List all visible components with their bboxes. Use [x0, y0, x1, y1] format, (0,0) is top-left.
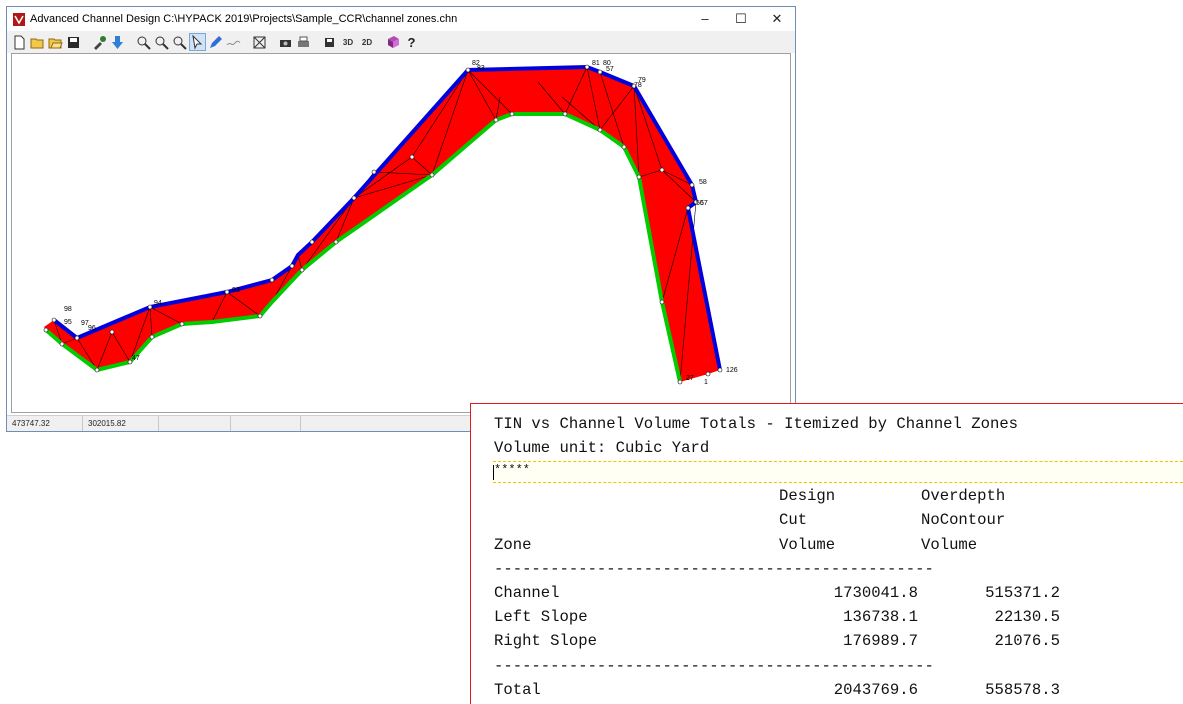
zoom-window-icon[interactable] — [171, 33, 188, 51]
vertex-markers — [43, 64, 723, 385]
save-view-icon[interactable] — [321, 33, 338, 51]
design-volume: 1730041.8 — [833, 584, 918, 602]
point-label: 98 — [64, 306, 72, 313]
header-zone: Zone — [494, 536, 532, 554]
current-line-highlight — [493, 461, 1183, 483]
maximize-button[interactable]: ☐ — [735, 11, 747, 26]
point-label: 57 — [606, 66, 614, 73]
window-title: Advanced Channel Design C:\HYPACK 2019\P… — [30, 13, 458, 25]
channel-map: 82 83 81 80 57 79 78 58 56 57 93 94 98 9… — [43, 60, 738, 386]
point-label: 81 — [592, 60, 600, 67]
3d-view-button[interactable]: 3D — [342, 37, 354, 47]
point-label: 80 — [603, 60, 611, 67]
open-folder-icon[interactable] — [47, 33, 64, 51]
total-overdepth-volume: 558578.3 — [985, 681, 1060, 699]
point-labels: 82 83 81 80 57 79 78 58 56 57 93 94 98 9… — [64, 60, 738, 386]
point-label: 27 — [686, 375, 694, 382]
header-overdepth-row3: Volume — [921, 536, 978, 554]
map-canvas[interactable]: 82 83 81 80 57 79 78 58 56 57 93 94 98 9… — [11, 53, 791, 413]
pencil-icon[interactable] — [207, 33, 224, 51]
report-unit-line: Volume unit: Cubic Yard — [494, 439, 710, 457]
zone-name: Left Slope — [494, 608, 588, 626]
point-label: 82 — [472, 60, 480, 67]
point-label: 93 — [232, 287, 240, 294]
point-label: 57 — [700, 200, 708, 207]
open-icon[interactable] — [29, 33, 46, 51]
overdepth-volume: 21076.5 — [994, 632, 1060, 650]
download-arrow-icon[interactable] — [109, 33, 126, 51]
header-design-row2: Cut — [779, 511, 808, 529]
point-label: 1 — [704, 379, 708, 386]
report-separator: ----------------------------------------… — [494, 657, 934, 675]
zoom-out-icon[interactable] — [153, 33, 170, 51]
header-overdepth-row1: Overdepth — [921, 487, 1006, 505]
point-label: 126 — [726, 367, 738, 374]
point-label: 96 — [88, 325, 96, 332]
minimize-button[interactable]: – — [701, 11, 709, 26]
point-label: 78 — [634, 82, 642, 89]
status-field-3 — [159, 416, 231, 431]
close-button[interactable]: ✕ — [771, 11, 783, 26]
point-label: 79 — [638, 77, 646, 84]
point-label: 83 — [477, 65, 485, 72]
zone-name: Right Slope — [494, 632, 597, 650]
app-logo-icon — [13, 12, 25, 26]
point-label: 94 — [154, 300, 162, 307]
print-icon[interactable] — [295, 33, 312, 51]
title-bar[interactable]: Advanced Channel Design C:\HYPACK 2019\P… — [7, 7, 795, 31]
channel-polygon — [44, 67, 720, 382]
design-volume: 176989.7 — [843, 632, 918, 650]
text-caret — [493, 465, 494, 480]
toolbar: 3D 2D ? — [7, 31, 795, 53]
point-label: 56 — [696, 200, 704, 207]
header-overdepth-row2: NoContour — [921, 511, 1006, 529]
select-arrow-icon[interactable] — [189, 33, 206, 51]
status-y-coordinate: 302015.82 — [83, 416, 159, 431]
volume-report-panel[interactable]: TIN vs Channel Volume Totals - Itemized … — [470, 403, 1183, 704]
tool-icon[interactable] — [91, 33, 108, 51]
status-field-4 — [231, 416, 301, 431]
2d-view-button[interactable]: 2D — [361, 37, 373, 47]
header-design-row1: Design — [779, 487, 836, 505]
point-label: 58 — [699, 179, 707, 186]
zone-name: Channel — [494, 584, 560, 602]
header-design-row3: Volume — [779, 536, 836, 554]
point-label: 47 — [132, 355, 140, 362]
book-icon[interactable] — [385, 33, 402, 51]
save-icon[interactable] — [65, 33, 82, 51]
point-label: 95 — [64, 319, 72, 326]
status-x-coordinate: 473747.32 — [7, 416, 83, 431]
left-edge-line — [52, 64, 722, 371]
point-label: 97 — [81, 320, 89, 327]
right-edge-line — [44, 112, 682, 383]
report-separator: ----------------------------------------… — [494, 560, 934, 578]
app-window: Advanced Channel Design C:\HYPACK 2019\P… — [6, 6, 796, 432]
report-stars: ***** — [494, 463, 531, 477]
overdepth-volume: 22130.5 — [994, 608, 1060, 626]
report-title: TIN vs Channel Volume Totals - Itemized … — [494, 415, 1019, 433]
total-label: Total — [494, 681, 541, 699]
overdepth-volume: 515371.2 — [985, 584, 1060, 602]
line-icon[interactable] — [225, 33, 242, 51]
new-icon[interactable] — [11, 33, 28, 51]
help-button[interactable]: ? — [407, 34, 416, 50]
zoom-in-icon[interactable] — [135, 33, 152, 51]
design-volume: 136738.1 — [843, 608, 918, 626]
fit-extents-icon[interactable] — [251, 33, 268, 51]
camera-icon[interactable] — [277, 33, 294, 51]
total-design-volume: 2043769.6 — [833, 681, 918, 699]
